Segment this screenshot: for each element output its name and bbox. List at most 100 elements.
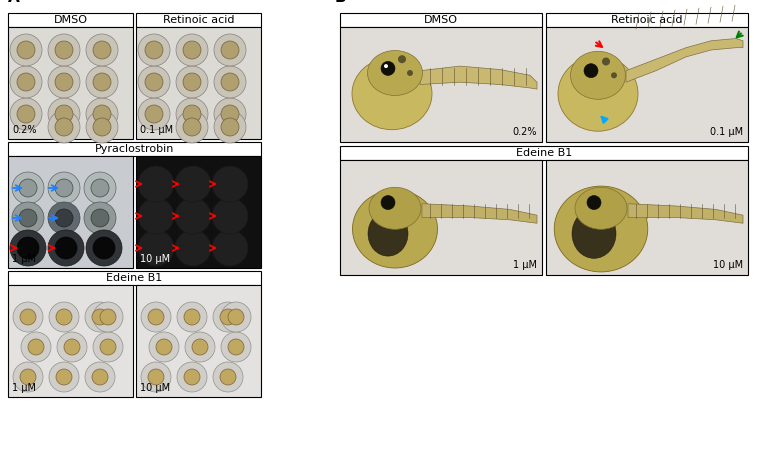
Circle shape [587,195,601,210]
Text: 10 μM: 10 μM [140,383,170,393]
Bar [8,27,133,139]
Text: DMSO: DMSO [54,15,88,25]
Circle shape [85,302,115,332]
Text: 0.2%: 0.2% [512,127,537,137]
Text: 0.2%: 0.2% [12,125,36,135]
Polygon shape [628,204,743,223]
Circle shape [13,362,43,392]
Circle shape [56,309,72,325]
Circle shape [86,34,118,66]
Bar [136,156,261,268]
Circle shape [145,73,163,91]
Circle shape [214,66,246,98]
Bar [136,13,261,27]
Circle shape [184,369,200,385]
Circle shape [91,179,109,197]
Circle shape [48,230,84,266]
Circle shape [55,237,77,259]
Circle shape [138,34,170,66]
Circle shape [48,98,80,130]
Circle shape [56,369,72,385]
Circle shape [138,198,174,234]
Circle shape [21,332,51,362]
Circle shape [183,105,201,123]
Circle shape [175,230,211,266]
Circle shape [19,179,37,197]
Circle shape [221,41,239,59]
Bar [8,156,133,268]
Text: 10 μM: 10 μM [140,254,170,264]
Circle shape [214,34,246,66]
Circle shape [138,98,170,130]
Circle shape [55,179,73,197]
Circle shape [92,369,108,385]
Circle shape [55,41,73,59]
Ellipse shape [352,190,438,268]
Circle shape [149,332,179,362]
Circle shape [192,339,208,355]
Circle shape [212,198,248,234]
Circle shape [48,66,80,98]
Circle shape [100,339,116,355]
Bar [340,13,542,27]
Text: 1 μM: 1 μM [12,254,36,264]
Circle shape [92,309,108,325]
Circle shape [156,339,172,355]
Circle shape [176,66,208,98]
Circle shape [221,332,251,362]
Circle shape [145,105,163,123]
Circle shape [91,209,109,227]
Circle shape [57,332,87,362]
Bar [546,27,748,142]
Circle shape [398,55,406,63]
Circle shape [177,302,207,332]
Circle shape [13,302,43,332]
Circle shape [10,34,42,66]
Circle shape [85,362,115,392]
Circle shape [55,105,73,123]
Circle shape [64,339,80,355]
Ellipse shape [575,188,627,229]
Circle shape [86,66,118,98]
Circle shape [611,72,617,78]
Circle shape [214,98,246,130]
Ellipse shape [369,188,421,229]
Ellipse shape [558,56,638,131]
Circle shape [221,105,239,123]
Circle shape [17,237,39,259]
Circle shape [93,332,123,362]
Circle shape [93,237,115,259]
Circle shape [48,202,80,234]
Text: Edeine B1: Edeine B1 [516,148,572,158]
Circle shape [48,34,80,66]
Circle shape [93,41,111,59]
Circle shape [184,309,200,325]
Polygon shape [626,38,743,82]
Circle shape [176,111,208,143]
Circle shape [20,369,36,385]
Circle shape [138,166,174,202]
Circle shape [176,98,208,130]
Circle shape [55,209,73,227]
Text: B: B [335,0,347,5]
Circle shape [20,309,36,325]
Circle shape [183,118,201,136]
Polygon shape [420,66,537,89]
Circle shape [138,66,170,98]
Text: DMSO: DMSO [424,15,458,25]
Circle shape [10,66,42,98]
Circle shape [602,57,610,65]
Circle shape [148,309,164,325]
Ellipse shape [368,50,422,95]
Circle shape [212,166,248,202]
Circle shape [221,118,239,136]
Circle shape [12,202,44,234]
Circle shape [221,302,251,332]
Circle shape [12,172,44,204]
Circle shape [17,73,35,91]
Circle shape [49,302,79,332]
Circle shape [138,230,174,266]
Bar [546,13,748,27]
Circle shape [148,369,164,385]
Circle shape [228,339,244,355]
